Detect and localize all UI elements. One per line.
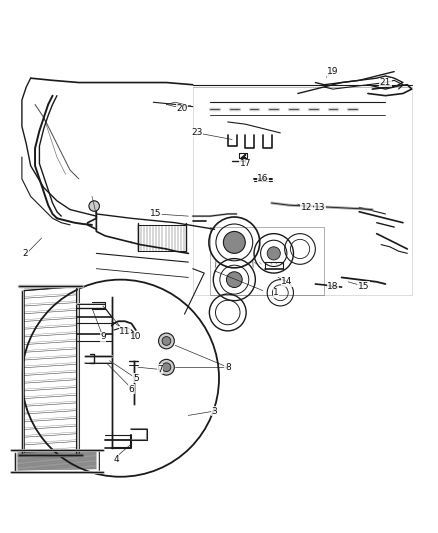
Text: 7: 7 [157,365,163,374]
Circle shape [223,231,245,253]
Text: 12: 12 [301,203,312,212]
Text: 4: 4 [113,455,119,464]
Text: 17: 17 [240,159,251,168]
Text: 15: 15 [150,209,161,219]
Text: 20: 20 [176,104,187,114]
Circle shape [267,247,280,260]
Circle shape [159,333,174,349]
Circle shape [226,272,242,287]
Text: 23: 23 [191,128,203,138]
Text: 11: 11 [119,327,131,336]
Text: 15: 15 [358,282,369,290]
Text: 16: 16 [257,174,268,183]
Text: 2: 2 [23,249,28,258]
Text: 21: 21 [380,78,391,87]
Text: 10: 10 [130,332,141,341]
Circle shape [162,336,171,345]
Circle shape [162,363,171,372]
Text: 13: 13 [314,203,325,212]
Text: 3: 3 [212,407,218,416]
Text: 19: 19 [327,67,339,76]
Text: 6: 6 [128,385,134,394]
Text: 9: 9 [100,332,106,341]
Circle shape [159,359,174,375]
Circle shape [89,201,99,211]
Text: 14: 14 [281,277,293,286]
Text: 8: 8 [225,363,231,372]
Text: 1: 1 [273,288,279,297]
Text: 5: 5 [133,374,139,383]
Text: 18: 18 [327,282,339,290]
